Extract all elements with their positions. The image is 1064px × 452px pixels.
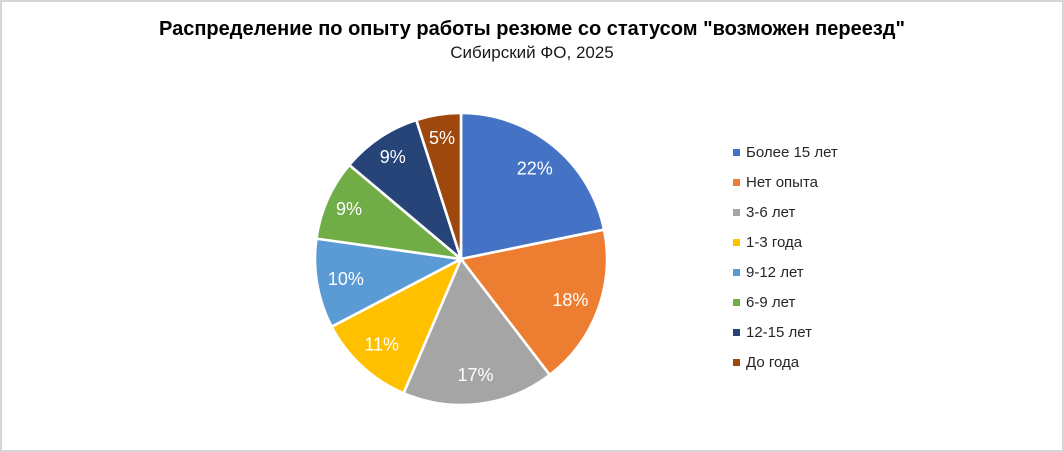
legend-item-label: 6-9 лет (746, 293, 796, 311)
legend-color-swatch (733, 238, 740, 246)
pie-slice (459, 111, 606, 261)
legend-item: До года (733, 353, 838, 371)
pie-slice (415, 111, 463, 261)
pie-slice (315, 163, 463, 261)
legend-item: Более 15 лет (733, 143, 838, 161)
chart-title: Распределение по опыту работы резюме со … (159, 18, 905, 40)
pie-slice-label: 9% (336, 199, 362, 219)
legend-color-swatch (733, 298, 740, 306)
legend-item: 12-15 лет (733, 323, 838, 341)
legend-item: 1-3 года (733, 233, 838, 251)
pie-slice-label: 9% (380, 147, 406, 167)
pie-chart: 22% 18% 17% 11% 10% 9% 9% 5% (313, 111, 609, 407)
legend-color-swatch (733, 178, 740, 186)
chart-header: Распределение по опыту работы резюме со … (2, 16, 1062, 64)
legend-item: Нет опыта (733, 173, 838, 191)
pie-slice-label: 11% (364, 335, 399, 355)
legend-item-label: До года (746, 353, 800, 371)
pie-slice (348, 118, 463, 261)
legend-item-label: 1-3 года (746, 233, 803, 251)
legend-item: 3-6 лет (733, 203, 838, 221)
legend-item: 9-12 лет (733, 263, 838, 281)
pie-slice-label: 5% (429, 128, 455, 148)
legend-color-swatch (733, 268, 740, 276)
chart-subtitle: Сибирский ФО, 2025 (450, 43, 614, 62)
legend-item-label: 3-6 лет (746, 203, 796, 221)
pie-slice-label: 17% (457, 365, 493, 385)
legend-item-label: Нет опыта (746, 173, 819, 191)
legend-color-swatch (733, 358, 740, 366)
pie-slice (313, 237, 463, 328)
legend-color-swatch (733, 148, 740, 156)
pie-slice (330, 257, 463, 395)
legend: Более 15 лет Нет опыта 3-6 лет 1-3 года … (733, 143, 838, 371)
legend-color-swatch (733, 328, 740, 336)
pie-slice (402, 257, 552, 407)
legend-item-label: 12-15 лет (746, 323, 812, 341)
pie-slice-label: 10% (328, 269, 364, 289)
legend-item-label: Более 15 лет (746, 143, 838, 161)
pie-slice-label: 22% (517, 159, 553, 179)
legend-color-swatch (733, 208, 740, 216)
legend-item-label: 9-12 лет (746, 263, 804, 281)
pie-slice (459, 228, 609, 377)
pie-slice-label: 18% (552, 290, 588, 310)
legend-item: 6-9 лет (733, 293, 838, 311)
